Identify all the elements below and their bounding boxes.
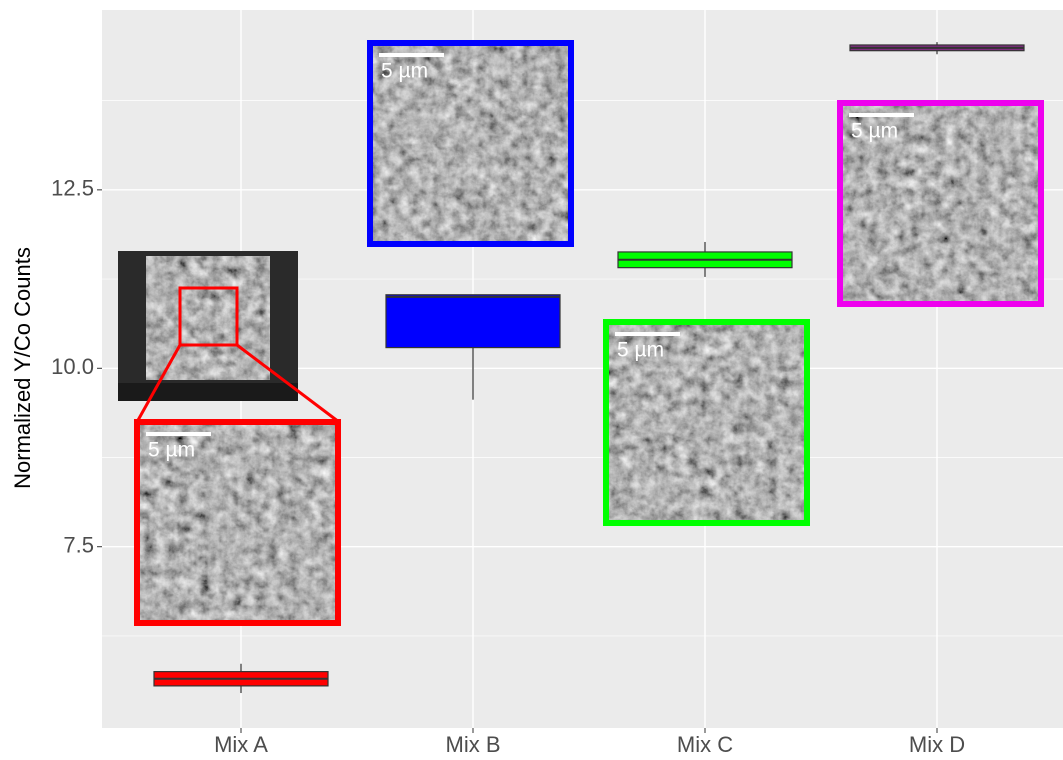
sem-footer	[118, 383, 298, 401]
chart: 5 µm5 µm5 µm5 µm Normalized Y/Co Counts …	[0, 0, 1063, 755]
sem-sphere	[146, 256, 270, 380]
scale-label: 5 µm	[148, 439, 195, 462]
box	[386, 295, 560, 348]
y-tick-label: 10.0	[51, 354, 94, 379]
x-tick-label: Mix D	[909, 732, 965, 755]
scale-label: 5 µm	[617, 339, 664, 362]
scale-label: 5 µm	[851, 120, 898, 143]
y-tick-label: 12.5	[51, 176, 94, 201]
x-tick-label: Mix C	[677, 732, 733, 755]
scale-label: 5 µm	[381, 60, 428, 83]
x-tick-label: Mix A	[214, 732, 268, 755]
y-axis-label: Normalized Y/Co Counts	[10, 247, 35, 489]
x-tick-label: Mix B	[446, 732, 501, 755]
y-tick-label: 7.5	[63, 533, 94, 558]
